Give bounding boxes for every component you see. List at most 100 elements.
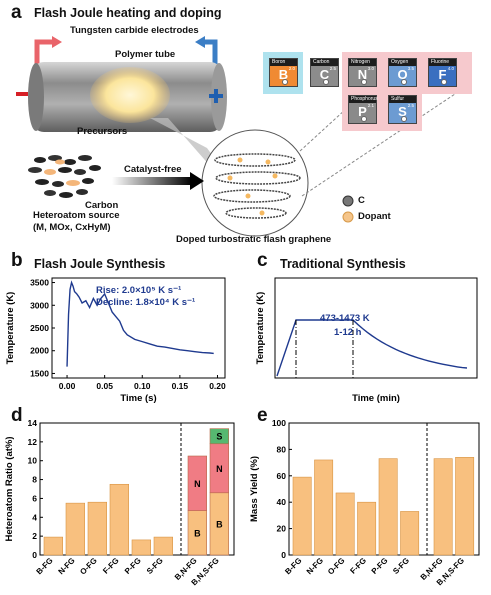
stacked-bar-segment <box>187 455 208 511</box>
tube-left-cap <box>28 63 44 131</box>
traditional-temperature-chart: Time (min) Temperature (K) <box>255 277 478 404</box>
x-axis-label: Time (min) <box>352 393 400 404</box>
decline-rate-label: Decline: 1.8×10⁴ K s⁻¹ <box>96 297 196 308</box>
panel-a-title: Flash Joule heating and doping <box>34 6 222 20</box>
plot-frame <box>274 277 478 379</box>
y-axis-label: Temperature (K) <box>5 292 16 365</box>
bar <box>43 536 64 556</box>
tile-dot <box>401 116 407 122</box>
element-symbol: F <box>438 67 447 82</box>
x-tick-label: S-FG <box>145 556 165 576</box>
x-tick-label: 0.00 <box>59 381 76 391</box>
y-tick-label: 3000 <box>30 300 49 310</box>
connector-line-bottom <box>301 83 471 197</box>
element-name: Boron <box>270 59 297 66</box>
y-tick-label: 6 <box>32 493 37 503</box>
element-symbol: N <box>357 67 368 82</box>
y-tick-label: 40 <box>277 497 287 507</box>
legend-dopant-label: Dopant <box>358 211 391 222</box>
element-number: 2.5 <box>407 103 414 108</box>
heteroatom-source-label: Heteroatom source <box>33 210 120 221</box>
x-tick-label: P-FG <box>123 556 143 576</box>
x-axis-label: Time (s) <box>120 393 156 404</box>
tube-label: Polymer tube <box>115 49 176 60</box>
y-tick-label: 100 <box>272 418 286 428</box>
panel-d-letter: d <box>11 405 23 426</box>
y-tick-label: 20 <box>277 524 287 534</box>
element-tile-oxygen: Oxygen O 3.5 <box>388 58 417 87</box>
element-symbol: O <box>397 67 408 82</box>
red-arrow-head <box>52 36 62 48</box>
x-tick-label: F-FG <box>348 556 368 576</box>
catalyst-free-arrow-head <box>190 172 204 190</box>
legend-c-label: C <box>358 195 365 206</box>
segment-label: S <box>216 432 222 442</box>
catalyst-free-arrow-shaft <box>112 177 192 185</box>
x-tick-label: O-FG <box>78 556 99 577</box>
panel-c-letter: c <box>257 250 268 271</box>
y-tick-label: 3500 <box>30 278 49 288</box>
bar <box>153 536 174 556</box>
element-number: 2.0 <box>288 66 295 71</box>
bar <box>335 492 355 556</box>
y-tick-label: 0 <box>32 550 37 560</box>
catalyst-free-label: Catalyst-free <box>124 164 182 175</box>
bar <box>378 458 398 556</box>
x-tick-label: 0.05 <box>96 381 113 391</box>
temp-range-label: 473-1473 K <box>320 313 370 324</box>
x-tick-label: B-FG <box>283 556 303 576</box>
plus-sign-v <box>214 89 218 103</box>
y-axis-label: Heteroatom Ratio (at%) <box>4 436 15 541</box>
legend-dopant-dot <box>342 211 354 223</box>
precursors-label: Precursors <box>77 126 128 137</box>
element-tile-carbon: Carbon C 2.5 <box>310 58 339 87</box>
panel-a-letter: a <box>11 2 22 23</box>
element-number: 3.5 <box>407 66 414 71</box>
bar <box>314 459 334 556</box>
x-tick-label: N-FG <box>57 556 77 576</box>
bar <box>109 483 130 556</box>
segment-label: B <box>216 519 223 529</box>
bar <box>292 476 312 556</box>
legend-c-dot <box>342 195 354 207</box>
tile-dot <box>401 79 407 85</box>
minus-sign <box>16 92 28 96</box>
graphene-layers <box>213 153 301 219</box>
element-name: Nitrogen <box>349 59 376 66</box>
x-tick-label: F-FG <box>101 556 121 576</box>
panel-b-title: Flash Joule Synthesis <box>34 257 166 271</box>
x-tick-label: B-FG <box>35 556 55 576</box>
element-name: Sulfur <box>389 96 416 103</box>
blue-arrow-head <box>195 36 205 48</box>
y-tick-label: 60 <box>277 471 287 481</box>
segment-label: N <box>194 479 201 489</box>
x-tick-label: 0.15 <box>172 381 189 391</box>
bar <box>87 501 108 556</box>
y-axis-label: Temperature (K) <box>255 292 266 365</box>
element-tile-boron: Boron B 2.0 <box>269 58 298 87</box>
element-number: 3.0 <box>367 66 374 71</box>
bar <box>433 458 453 556</box>
precursor-glow <box>90 67 170 123</box>
x-tick-label: 0.20 <box>209 381 226 391</box>
tile-dot <box>441 79 447 85</box>
y-tick-label: 12 <box>28 437 38 447</box>
element-symbol: B <box>278 67 289 82</box>
rise-rate-label: Rise: 2.0×10⁵ K s⁻¹ <box>96 285 182 296</box>
element-symbol: S <box>398 104 407 119</box>
bar <box>131 539 152 556</box>
temperature-profile-line <box>276 319 468 377</box>
y-tick-label: 80 <box>277 444 287 454</box>
y-tick-label: 1500 <box>30 368 49 378</box>
tile-dot <box>361 79 367 85</box>
y-tick-label: 14 <box>28 418 38 428</box>
y-tick-label: 2500 <box>30 323 49 333</box>
flash-joule-temperature-chart: 0.00 0.05 0.10 0.15 0.20 1500 2000 2500 3000 3500… <box>5 277 226 404</box>
element-number: 2.1 <box>367 103 374 108</box>
segment-label: N <box>216 464 223 474</box>
y-tick-label: 0 <box>281 550 286 560</box>
y-tick-label: 2000 <box>30 346 49 356</box>
x-tick-label: O-FG <box>326 556 347 577</box>
